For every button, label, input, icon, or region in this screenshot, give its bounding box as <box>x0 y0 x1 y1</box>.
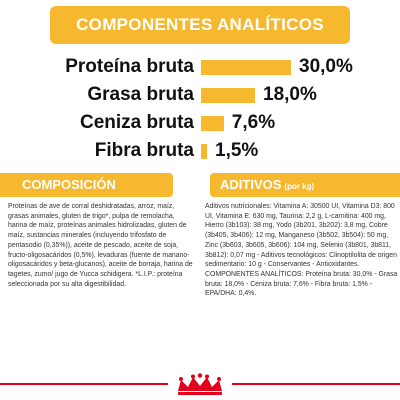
analytical-components-banner: COMPONENTES ANALÍTICOS <box>50 6 350 44</box>
bar-row: Fibra bruta 1,5% <box>0 138 400 164</box>
additives-banner: ADITIVOS (por kg) <box>210 173 400 197</box>
bar-value-label: 18,0% <box>263 84 317 105</box>
royal-canin-crown-logo <box>178 373 222 395</box>
additives-subtitle: (por kg) <box>284 182 315 191</box>
bar-label: Fibra bruta <box>94 140 194 161</box>
bar-value-label: 30,0% <box>299 56 353 77</box>
additives-title: ADITIVOS <box>220 177 282 192</box>
bar <box>201 60 291 75</box>
footer-red-line-left <box>0 383 168 385</box>
bar-row: Proteína bruta 30,0% <box>0 54 400 80</box>
composition-banner: COMPOSICIÓN <box>0 173 173 197</box>
bar-value-label: 1,5% <box>215 140 259 161</box>
footer-red-line-right <box>232 383 400 385</box>
bar <box>201 116 224 131</box>
bar-label: Ceniza bruta <box>79 112 194 133</box>
analytical-bar-chart: Proteína bruta 30,0% Grasa bruta 18,0% Ceniz… <box>0 50 400 161</box>
composition-title: COMPOSICIÓN <box>22 177 116 192</box>
bar-label: Proteína bruta <box>65 56 194 77</box>
bar <box>201 144 207 159</box>
bar-row: Grasa bruta 18,0% <box>0 82 400 108</box>
additives-text: Aditivos nutricionales: Vitamina A: 3050… <box>205 203 398 298</box>
bar-row: Ceniza bruta 7,6% <box>0 110 400 136</box>
bar <box>201 88 255 103</box>
composition-text: Proteínas de ave de corral deshidratadas… <box>8 203 193 288</box>
bar-label: Grasa bruta <box>87 84 194 105</box>
bar-value-label: 7,6% <box>231 112 276 133</box>
